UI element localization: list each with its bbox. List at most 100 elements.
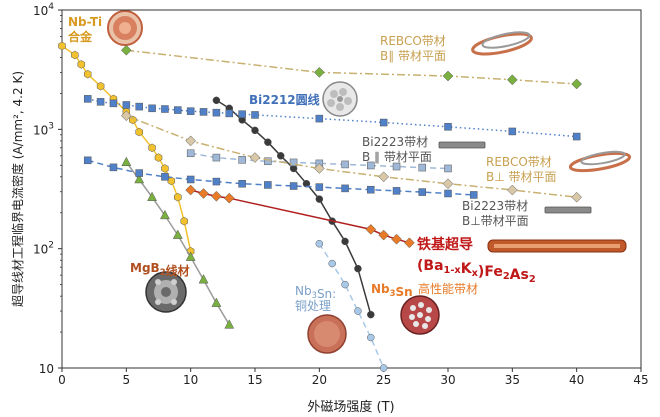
data-point [96,81,105,91]
series-line [61,45,192,252]
data-point [506,74,518,86]
annotation-bi2223-par: B ∥ 带材平面 [362,150,432,164]
data-point [444,123,452,131]
data-point [160,209,170,220]
data-point [341,237,349,246]
data-point [391,233,402,245]
data-point [58,41,66,51]
data-point [378,171,390,183]
data-point [77,60,86,69]
data-point [186,107,195,115]
data-point [315,195,324,203]
data-point [225,109,234,118]
x-tick-label: 35 [505,373,520,387]
data-point [174,192,182,202]
series-line [87,159,474,196]
x-tick-label: 25 [376,373,391,387]
data-point [211,190,222,202]
axis-ticks: 0 5 10 15 20 25 30 35 40 45 10 102 103 104 [33,2,649,387]
data-point [444,164,452,173]
data-point [571,191,583,203]
x-tick-label: 10 [183,373,198,387]
data-point [122,101,131,109]
x-tick-label: 30 [440,373,455,387]
data-point [418,188,427,196]
annotation-rebco-par: REBCO带材 [380,34,446,48]
data-point [444,189,452,198]
data-point [198,188,209,199]
data-point [442,70,454,82]
data-point [83,95,92,103]
series-line [126,115,577,198]
data-point [148,143,156,153]
x-tick-label: 5 [123,373,131,387]
data-point [135,127,143,137]
annotation-rebco-perp: REBCO带材 [486,155,552,169]
series-nb3sn [315,239,388,372]
data-point [506,184,518,196]
data-point [134,173,145,184]
x-tick-label: 20 [312,373,327,387]
data-point [120,44,132,56]
x-tick-label: 15 [247,373,262,387]
data-point [379,364,388,372]
data-point [392,187,401,195]
plot-axes [61,9,642,369]
bi2223-tape-perp-image [544,206,592,214]
data-point [367,310,375,319]
data-point [185,251,196,261]
data-point [199,108,208,116]
series-nb3sn [212,96,375,319]
data-point [198,274,209,284]
data-point [442,178,454,190]
data-point [392,162,401,171]
y-tick-label: 103 [33,121,54,137]
annotation-nb3sn-hp-a: Nb3Sn [371,282,413,299]
data-point [238,156,246,164]
data-point [571,78,583,90]
data-point [251,126,259,135]
series-nb-ti [58,41,195,256]
data-point [367,161,375,170]
series-line [190,189,410,244]
data-point [367,333,375,342]
data-point [135,102,143,111]
data-point [276,152,285,160]
y-tick-label: 102 [33,241,54,257]
data-point [154,153,163,162]
data-point [109,99,118,108]
bi2223-tape-parallel-image [438,141,486,149]
annotation-bi2223-perp: B⊥带材平面 [462,214,529,228]
data-point [71,50,79,60]
series-line [318,243,385,369]
y-axis-label: 超导线材工程临界电流密度 (A/mm², 4.2 K) [10,71,25,307]
series-mgb2 [121,156,235,329]
data-point [367,185,375,194]
data-point [172,229,183,239]
data-point [264,157,272,166]
data-point [84,69,92,79]
annotation-bi2223-perp: Bi2223带材 [462,199,528,213]
annotation-bi2223-par: Bi2223带材 [362,135,428,149]
data-point [365,224,377,235]
data-point [148,104,156,113]
x-axis-label: 外磁场强度 (T) [307,399,394,415]
data-point [315,183,324,191]
annotation-nb3sn-cu: 铜处理 [295,298,331,313]
data-point [109,163,118,172]
annotation-nb3sn-cu: Nb3Sn: [295,284,336,301]
data-point [341,184,349,193]
series-rebco-b [120,44,583,90]
data-point [161,164,169,173]
rebco-tape-coil-image [471,31,533,56]
annotation-mgb2: MgB2线材 [130,261,190,278]
annotation-nbti: 合金 [68,29,93,44]
bi2212-crosssection-image [322,81,358,117]
mgb2-crosssection-image [145,271,187,313]
annotation-rebco-perp: B⊥ 带材平面 [486,170,557,184]
data-point [135,169,143,177]
annotation-iron2: (Ba1-xKx)Fe2As2 [417,258,536,285]
data-point [572,132,581,141]
